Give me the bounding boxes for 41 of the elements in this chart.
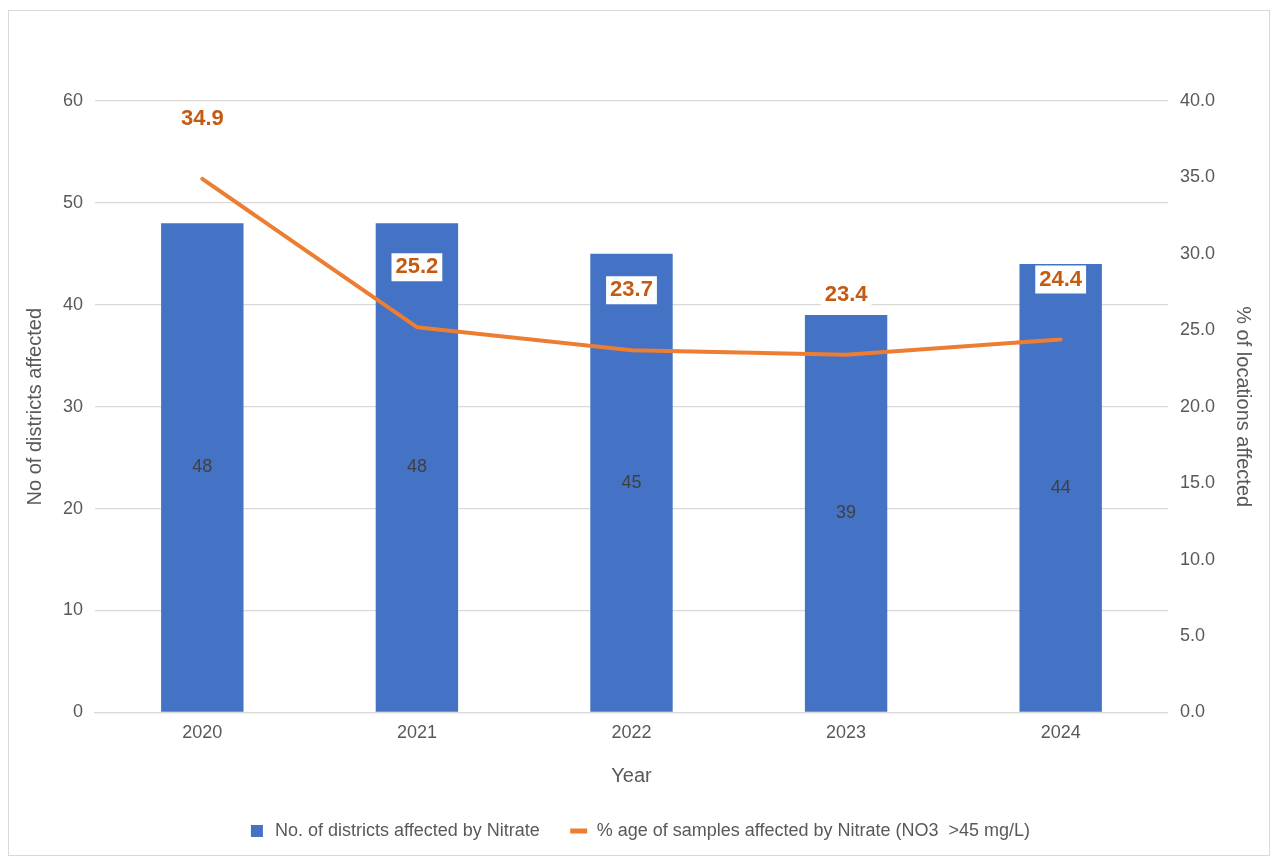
data-label: 48 xyxy=(406,456,427,477)
bar xyxy=(590,253,673,712)
y2-tick-label: 25.0 xyxy=(1179,319,1216,340)
y2-tick-label: 30.0 xyxy=(1179,242,1216,263)
x-tick-label: 2023 xyxy=(826,722,867,743)
data-label: 23.7 xyxy=(610,276,653,302)
x-tick-label: 2022 xyxy=(611,722,652,743)
bar xyxy=(1019,264,1102,712)
x-tick-label: 2021 xyxy=(396,722,437,743)
y2-tick-label: 20.0 xyxy=(1179,395,1216,416)
y-tick-label: 40 xyxy=(62,293,84,314)
bar xyxy=(375,223,459,712)
data-label: 39 xyxy=(836,502,857,523)
y-tick-label: 50 xyxy=(62,191,84,212)
y2-tick-label: 15.0 xyxy=(1179,472,1216,493)
y2-tick-label: 10.0 xyxy=(1179,548,1216,569)
y2-tick-label: 40.0 xyxy=(1179,89,1216,110)
bar xyxy=(161,223,244,712)
y2-axis-title: % of locations affected xyxy=(1233,306,1256,508)
data-label: 34.9 xyxy=(180,105,224,131)
data-label: 45 xyxy=(621,471,642,492)
y2-tick-label: 0.0 xyxy=(1179,701,1205,722)
legend-label: No. of districts affected by Nitrate xyxy=(274,819,540,840)
data-label: 25.2 xyxy=(395,253,439,279)
data-label: 44 xyxy=(1050,476,1071,497)
legend-label: % age of samples affected by Nitrate (NO3 >45 mg/L) xyxy=(596,819,1031,840)
x-axis-title: Year xyxy=(611,763,653,786)
y-axis-title: No of districts affected xyxy=(22,307,45,506)
y2-tick-label: 5.0 xyxy=(1179,624,1205,645)
x-tick-label: 2020 xyxy=(182,722,223,743)
y-tick-label: 30 xyxy=(62,395,84,416)
data-label: 23.4 xyxy=(824,280,869,306)
y-tick-label: 20 xyxy=(62,497,84,518)
data-label: 24.4 xyxy=(1039,265,1083,291)
data-label: 48 xyxy=(192,456,213,477)
y-tick-label: 10 xyxy=(62,599,84,620)
y2-tick-label: 35.0 xyxy=(1179,166,1216,187)
y-tick-label: 0 xyxy=(73,701,84,722)
x-tick-label: 2024 xyxy=(1040,722,1081,743)
bar xyxy=(804,314,888,712)
y-tick-label: 60 xyxy=(62,89,84,110)
